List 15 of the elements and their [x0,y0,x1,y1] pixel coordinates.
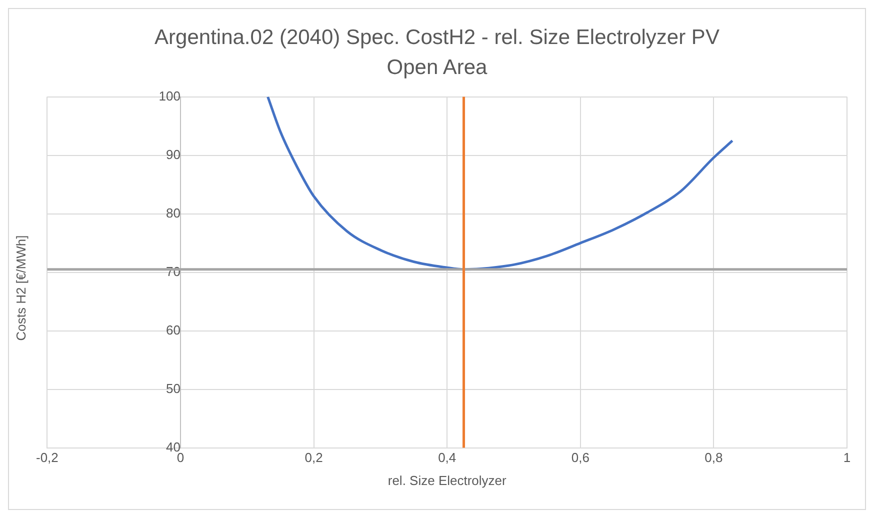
y-tick-label: 90 [166,146,180,162]
y-tick-label: 50 [166,380,180,396]
chart-title: Argentina.02 (2040) Spec. CostH2 - rel. Size Electrolyzer PV Open Area [154,25,720,81]
x-tick-label: 1 [843,450,851,466]
y-axis-title: Costs H2 [€/MWh] [14,235,28,341]
x-tick-label: -0,2 [36,450,58,466]
x-tick-label: 0,6 [571,450,590,466]
x-tick-label: 0,4 [438,450,456,466]
y-tick-label: 100 [158,88,180,104]
y-tick-label: 80 [166,205,180,220]
y-tick-label: 60 [166,322,180,338]
x-tick-label: 0,2 [304,450,323,466]
line-series [266,96,734,271]
x-axis-title: rel. Size Electrolyzer [388,472,508,488]
x-tick-label: 0,8 [704,450,723,466]
